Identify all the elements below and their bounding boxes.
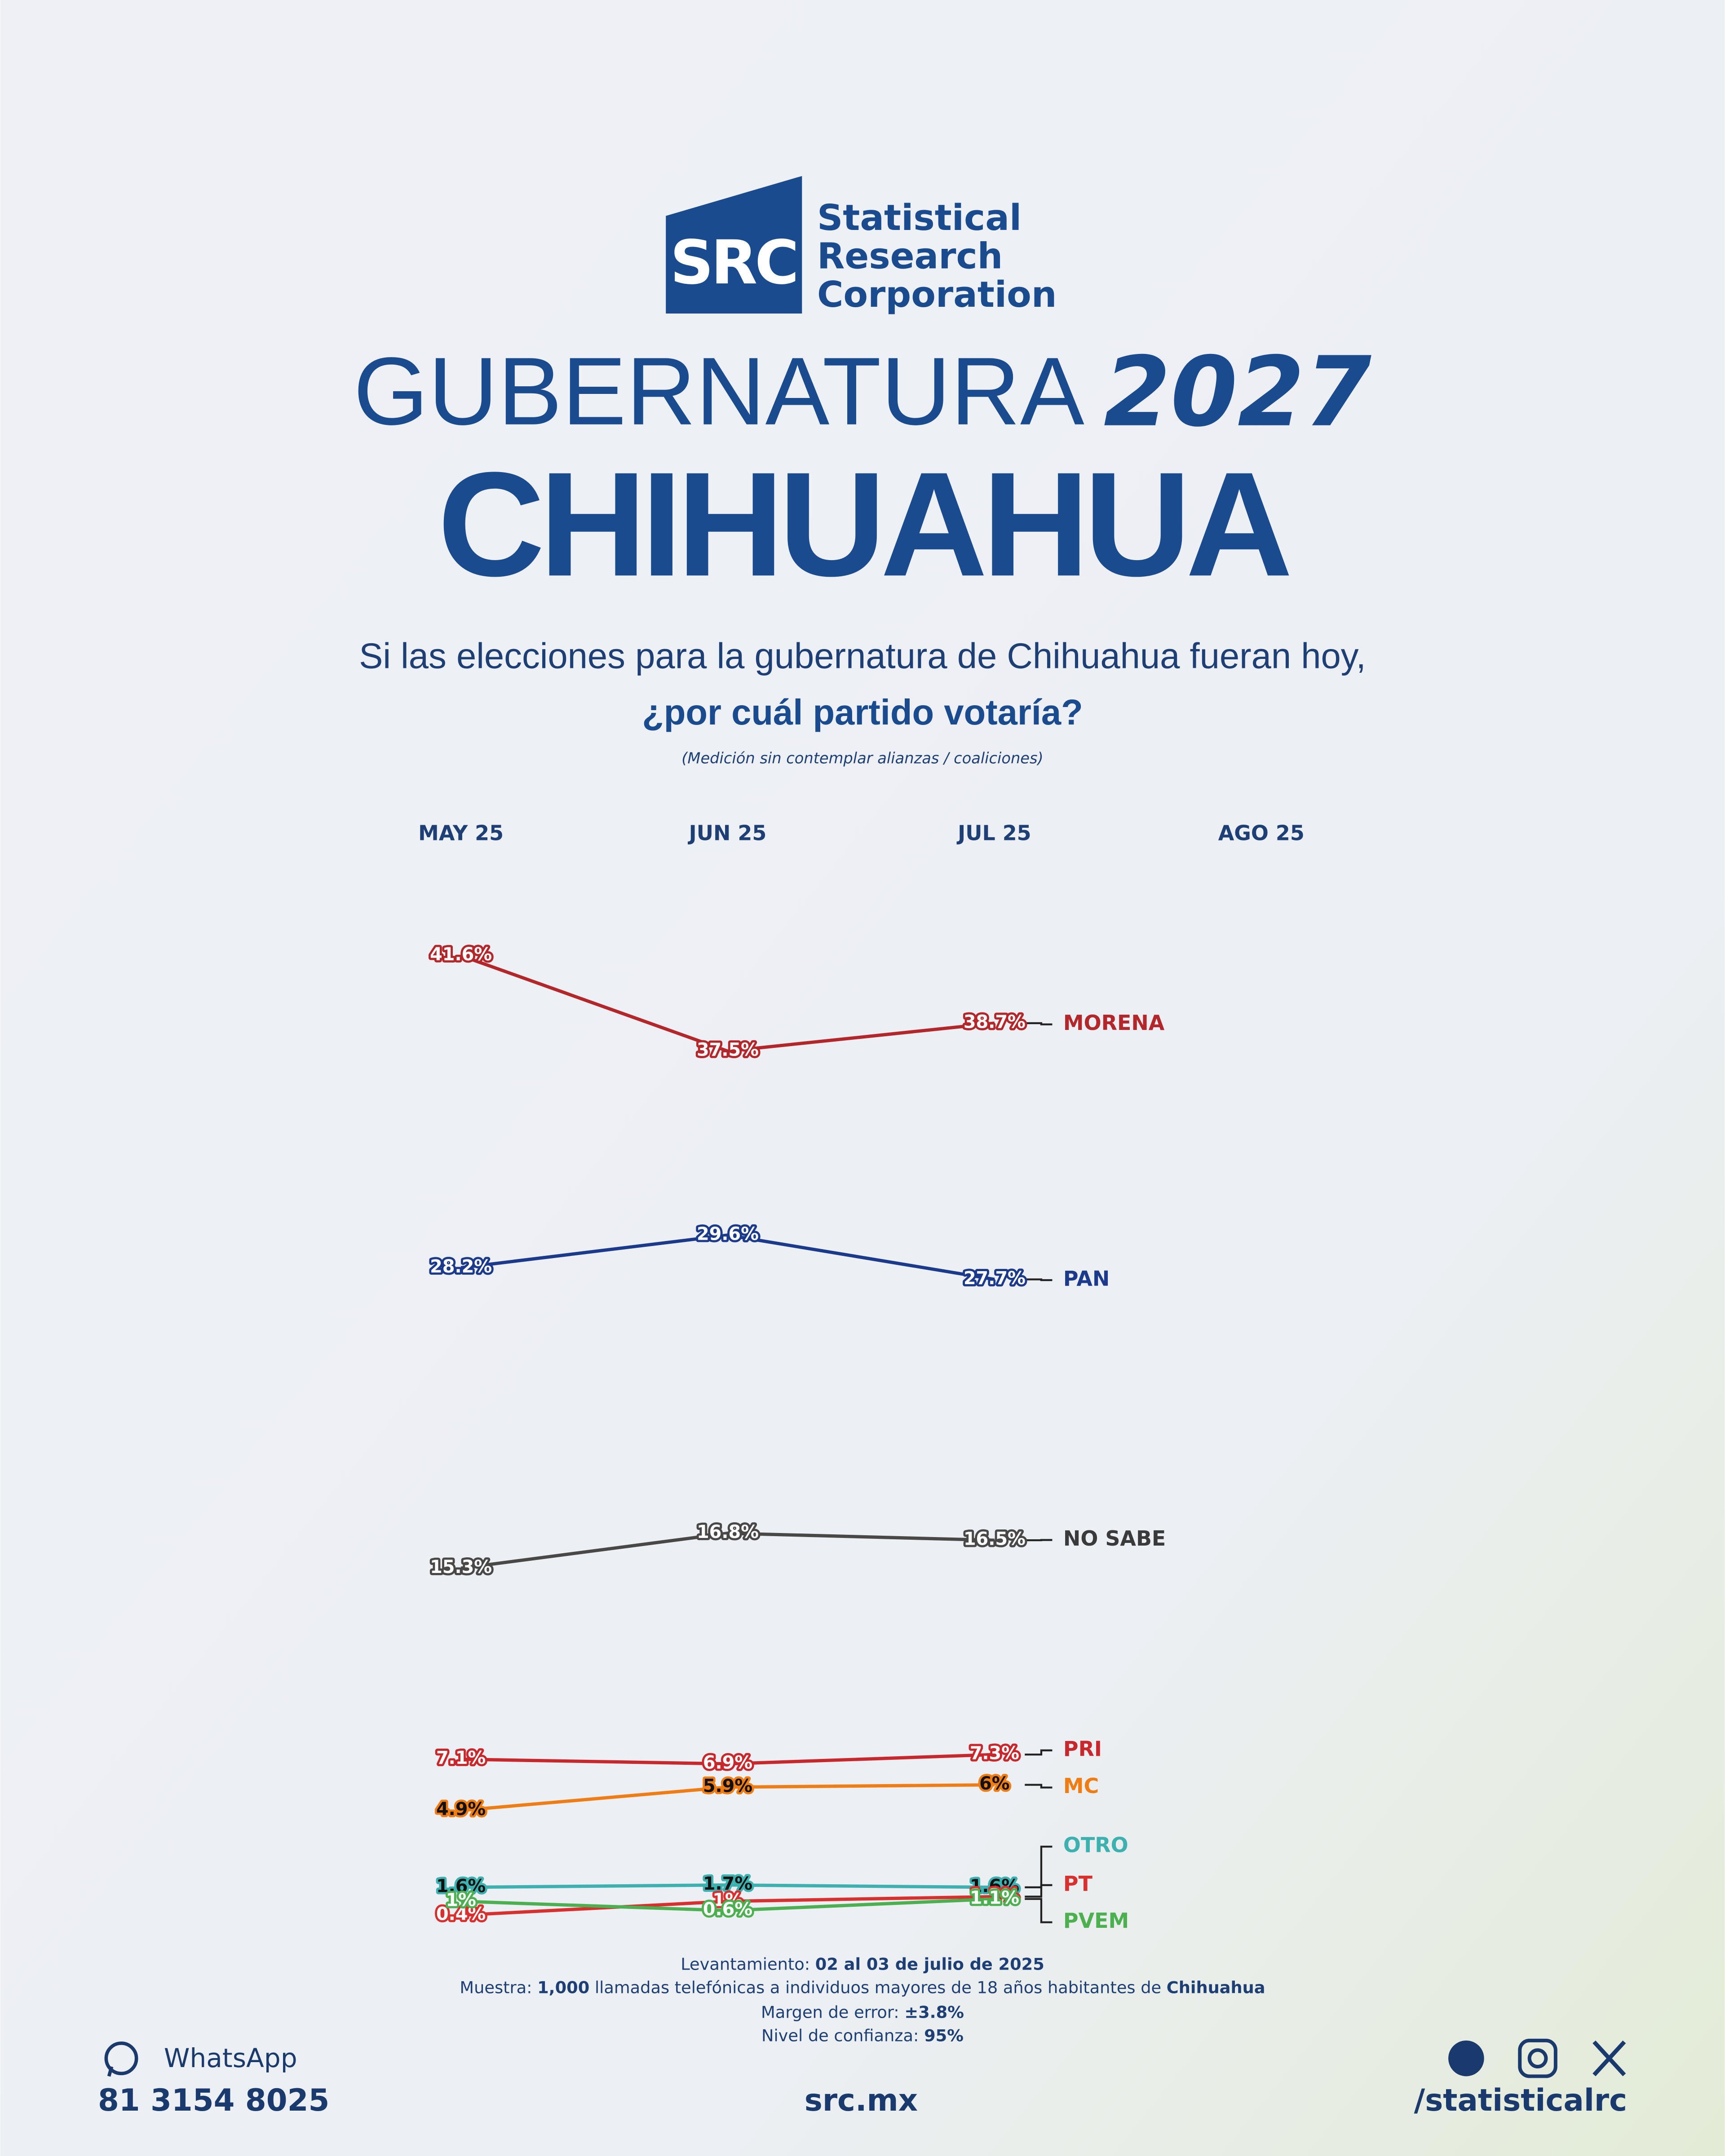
data-label: 5.9% [703, 1776, 752, 1796]
label: Nivel de confianza: [761, 2026, 924, 2045]
x-tick-label: JUL 25 [956, 821, 1031, 845]
data-label: 1.2% [970, 1885, 1019, 1906]
x-tick-label: AGO 25 [1218, 821, 1305, 845]
logo: SRC Statistical Research Corporation [666, 176, 1057, 315]
connector [1025, 1898, 1053, 1923]
sample: Muestra: 1,000 llamadas telefónicas a in… [460, 1978, 1265, 1997]
data-label: 15.3% [430, 1557, 492, 1577]
connector [1025, 1749, 1053, 1756]
x-icon[interactable] [1592, 2040, 1626, 2076]
data-label: 6% [979, 1773, 1010, 1794]
whatsapp-icon [104, 2041, 138, 2077]
legend-label: NO SABE [1063, 1526, 1166, 1551]
label: Levantamiento: [681, 1954, 815, 1974]
confidence: Nivel de confianza: 95% [761, 2026, 964, 2045]
x-tick-label: MAY 25 [418, 821, 504, 845]
data-label: 27.7% [964, 1268, 1026, 1289]
data-label: 1.6% [970, 1876, 1019, 1896]
data-label: 38.7% [964, 1012, 1026, 1032]
logo-text: Statistical [817, 197, 1022, 239]
data-label: 16.5% [964, 1529, 1026, 1550]
data-label: 28.2% [430, 1256, 492, 1277]
data-label: 4.9% [436, 1799, 486, 1820]
data-label: 0.4% [436, 1904, 486, 1925]
data-label: 37.5% [697, 1040, 759, 1060]
value: 95% [924, 2026, 964, 2045]
question: Si las elecciones para la gubernatura de… [359, 636, 1366, 676]
logo-mark: SRC [670, 227, 796, 298]
state-title: CHIHUAHUA [438, 442, 1290, 607]
data-label: 16.8% [697, 1522, 759, 1542]
fieldwork: Levantamiento: 02 al 03 de julio de 2025 [681, 1954, 1044, 1974]
data-label: 1.1% [970, 1887, 1019, 1908]
x-tick-label: JUN 25 [688, 821, 767, 845]
legend-label: PT [1063, 1871, 1093, 1895]
social-icons[interactable] [1448, 2038, 1626, 2078]
value: 1,000 [537, 1978, 589, 1997]
data-label: 1% [446, 1890, 476, 1910]
data-label: 7.1% [436, 1748, 486, 1768]
data-label: 0.6% [703, 1899, 752, 1920]
connector [1025, 1278, 1053, 1281]
data-label: 6.9% [703, 1752, 752, 1773]
phone[interactable]: 81 3154 8025 [98, 2082, 329, 2118]
label: Muestra: [460, 1978, 537, 1997]
title-light: GUBERNATURA [354, 337, 1084, 445]
connector [1025, 1884, 1053, 1898]
social-handle[interactable]: /statisticalrc [1414, 2082, 1627, 2118]
connector [1025, 1022, 1053, 1025]
plot: MAY 25 JUN 25 JUL 25 AGO 25 MORENA 41.6% 37.5%… [418, 821, 1305, 1933]
value: 02 al 03 de julio de 2025 [815, 1954, 1044, 1974]
value: Chihuahua [1167, 1978, 1265, 1997]
note: (Medición sin contemplar alianzas / coal… [681, 749, 1043, 767]
label: Margen de error: [761, 2002, 904, 2022]
title-bold: 2027 [1104, 336, 1371, 448]
footer-notes: Levantamiento: 02 al 03 de julio de 2025… [460, 1954, 1265, 2045]
legend-label: MC [1063, 1774, 1099, 1798]
data-label: 29.6% [697, 1224, 759, 1244]
data-label: 7.3% [970, 1743, 1019, 1764]
data-label: 1.7% [703, 1873, 752, 1894]
legend-label: PAN [1063, 1267, 1110, 1291]
value: ±3.8% [904, 2002, 964, 2022]
logo-text: Corporation [817, 274, 1057, 315]
whatsapp-label[interactable]: WhatsApp [164, 2043, 297, 2073]
instagram-icon[interactable] [1518, 2038, 1557, 2078]
data-label: 1.6% [436, 1876, 486, 1896]
connector [1025, 1539, 1053, 1542]
logo-text: Research [817, 235, 1003, 277]
legend-label: PRI [1063, 1736, 1102, 1761]
text: llamadas telefónicas a individuos mayore… [589, 1978, 1167, 1997]
question: ¿por cuál partido votaría? [642, 692, 1083, 732]
website[interactable]: src.mx [805, 2082, 918, 2118]
data-label: 41.6% [430, 944, 492, 965]
facebook-icon[interactable] [1448, 2040, 1484, 2076]
connector [1025, 1846, 1053, 1888]
legend-label: MORENA [1063, 1011, 1165, 1035]
connector [1025, 1784, 1053, 1789]
legend-label: OTRO [1063, 1833, 1128, 1857]
title: GUBERNATURA 2027 [354, 336, 1371, 448]
logo-shape [666, 176, 802, 314]
margin: Margen de error: ±3.8% [761, 2002, 964, 2022]
legend-label: PVEM [1063, 1909, 1129, 1933]
